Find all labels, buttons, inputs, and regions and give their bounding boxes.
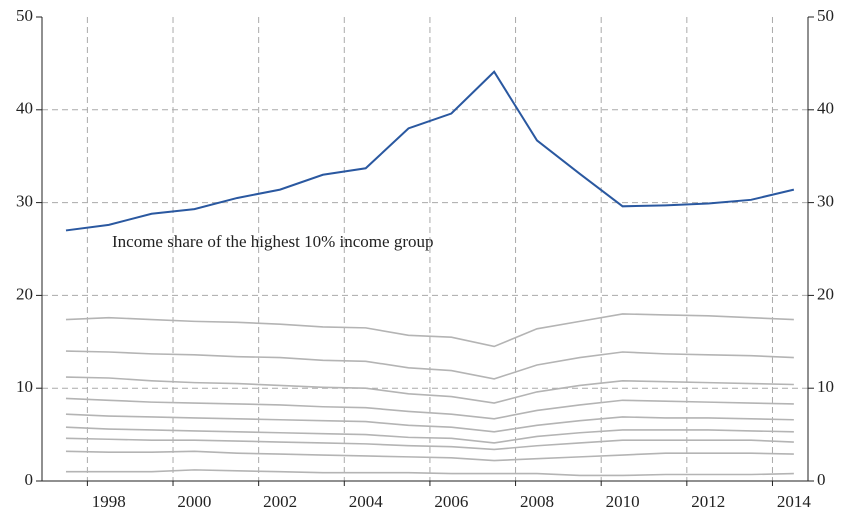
- x-tick-label: 2006: [434, 492, 468, 511]
- y-tick-label: 30: [16, 192, 33, 211]
- series-line: [65, 376, 794, 404]
- y2-tick-label: 40: [817, 99, 834, 118]
- series-line: [65, 70, 795, 232]
- x-tick-label: 2012: [691, 492, 725, 511]
- x-tick-label: 2010: [606, 492, 640, 511]
- series-line: [65, 469, 794, 477]
- y-tick-label: 20: [16, 284, 33, 303]
- series-line: [65, 413, 794, 433]
- y2-tick-label: 0: [817, 470, 826, 489]
- y-tick-label: 0: [25, 470, 34, 489]
- x-tick-label: 2000: [177, 492, 211, 511]
- series-line: [65, 397, 794, 420]
- y2-tick-label: 10: [817, 377, 834, 396]
- y-tick-label: 50: [16, 6, 33, 25]
- x-tick-label: 1998: [92, 492, 126, 511]
- series-line: [65, 313, 794, 348]
- x-tick-label: 2004: [349, 492, 384, 511]
- y2-tick-label: 20: [817, 284, 834, 303]
- y-tick-label: 10: [16, 377, 33, 396]
- y2-tick-label: 50: [817, 6, 834, 25]
- y-tick-label: 40: [16, 99, 33, 118]
- series-line: [65, 350, 794, 380]
- series-line: [65, 426, 794, 444]
- x-tick-label: 2014: [777, 492, 812, 511]
- series-line: [65, 437, 794, 451]
- annotation: Income share of the highest 10% income g…: [112, 232, 434, 251]
- x-tick-label: 2002: [263, 492, 297, 511]
- series-line: [65, 450, 794, 462]
- y2-tick-label: 30: [817, 192, 834, 211]
- x-tick-label: 2008: [520, 492, 554, 511]
